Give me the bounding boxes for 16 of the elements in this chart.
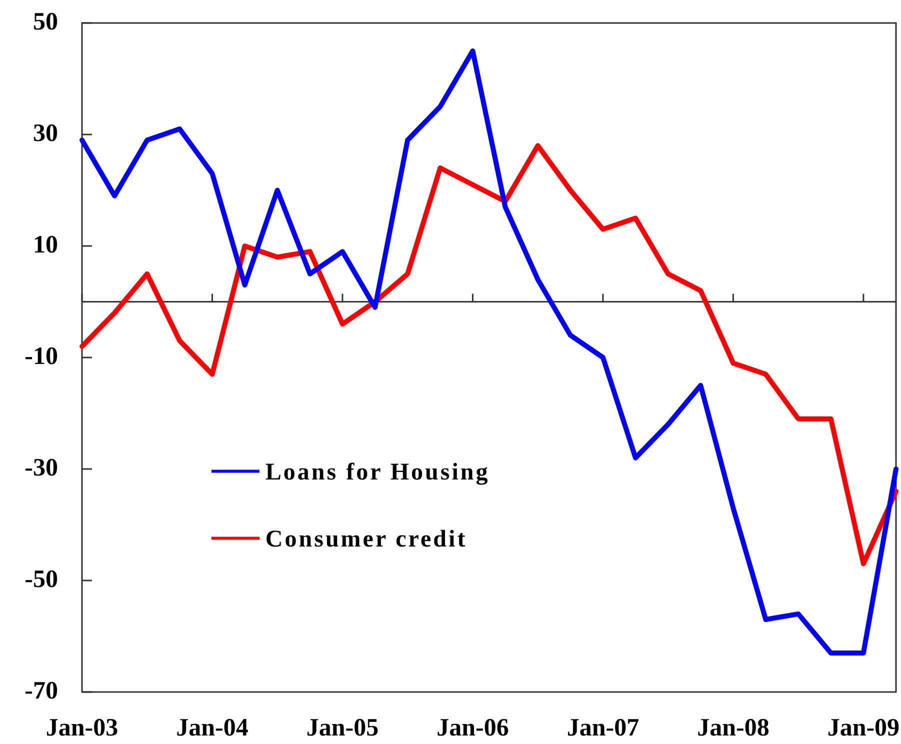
y-tick-label: 10 (33, 231, 58, 258)
x-tick-label: Jan-05 (306, 714, 379, 742)
x-tick-label: Jan-07 (566, 714, 640, 742)
x-tick-label: Jan-03 (46, 714, 118, 742)
y-tick-label: 50 (33, 8, 58, 36)
legend-label: Consumer credit (265, 526, 468, 552)
x-tick-label: Jan-09 (827, 714, 900, 742)
x-tick-label: Jan-06 (436, 714, 509, 742)
y-tick-label: -50 (24, 566, 58, 593)
x-tick-label: Jan-08 (697, 714, 770, 742)
x-tick-label: Jan-04 (176, 714, 249, 742)
y-tick-label: -10 (24, 342, 58, 370)
y-tick-label: 30 (33, 120, 58, 147)
y-tick-label: -70 (24, 677, 58, 704)
legend-label: Loans for Housing (265, 459, 490, 486)
y-tick-label: -30 (24, 454, 58, 482)
